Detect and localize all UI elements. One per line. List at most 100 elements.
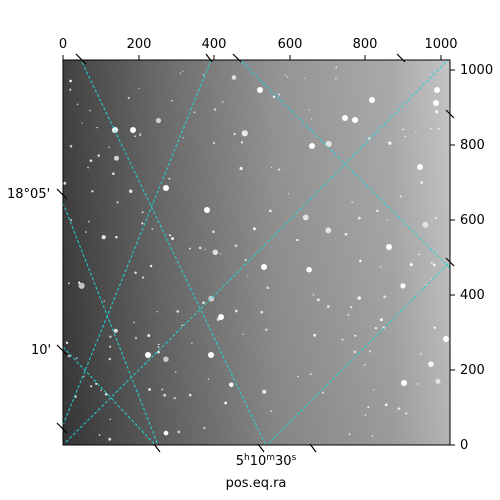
star [150,265,152,267]
right-axis: 0 200 400 600 800 1000 [460,63,493,453]
star [239,167,242,170]
star [375,327,377,329]
star [114,329,118,333]
star [91,190,93,192]
star [69,80,72,83]
star [99,434,101,436]
star [189,248,191,250]
star [325,227,331,233]
star [420,181,423,184]
star [194,112,196,114]
star [278,169,280,171]
star [241,141,243,143]
star [376,209,379,212]
star [431,279,432,280]
bright-star [433,100,439,106]
top-tick-label: 0 [59,37,67,52]
star [174,397,176,399]
star [189,394,192,397]
right-tick-label: 0 [460,438,468,453]
star [103,300,104,301]
bright-star [401,380,407,386]
star [342,339,344,341]
star [358,217,361,220]
bright-star [163,185,169,191]
star [310,373,312,375]
star [164,431,169,436]
star [78,282,80,284]
star [430,128,432,130]
star [176,310,179,313]
star [224,402,227,405]
bright-star [218,314,224,320]
star [96,127,97,128]
star [105,393,108,396]
star [350,306,352,308]
star [422,222,428,228]
star [90,385,92,387]
star [182,71,183,72]
star [114,156,119,161]
bright-star [130,127,136,133]
star [349,433,351,435]
star [242,333,244,335]
star [158,346,160,348]
star [311,118,312,119]
star [434,327,436,329]
star [435,110,438,113]
star [327,305,330,308]
star [108,147,110,149]
star [157,311,158,312]
star [288,193,289,194]
star [148,388,151,391]
star [95,383,97,385]
star [351,201,352,202]
star [296,239,298,241]
star [270,410,272,412]
bright-star [417,164,423,170]
star [265,329,267,331]
star [116,201,118,203]
star [76,357,78,359]
star [87,167,89,169]
right-tick-label: 200 [460,363,485,378]
star [400,195,402,197]
star [385,403,388,406]
star [309,109,310,110]
star [171,237,174,240]
star [180,72,181,73]
bright-star [443,336,449,342]
star [438,128,440,130]
bright-star [369,97,375,103]
star [100,390,102,392]
star [88,221,90,223]
bright-star [386,244,392,250]
star [305,78,306,79]
bright-star [261,264,267,270]
star [142,277,144,279]
star [354,335,356,337]
star [199,247,202,250]
star [402,129,404,131]
bright-star [352,117,358,123]
bright-star [309,143,315,149]
star [435,379,440,384]
star [260,311,263,314]
star [380,266,381,267]
star [247,275,248,276]
star [433,264,436,267]
star [405,136,406,137]
star [325,141,331,147]
star [133,322,135,324]
top-tick-label: 200 [127,37,152,52]
dec-label: 18°05' [7,187,50,202]
star [400,283,405,288]
top-axis: 0 200 400 600 800 1000 [59,37,458,52]
star [229,382,234,387]
ra-label: 5h10m30s [236,453,297,469]
star [405,412,407,414]
bright-star [257,87,263,93]
star [418,253,420,255]
bright-star [342,115,348,121]
